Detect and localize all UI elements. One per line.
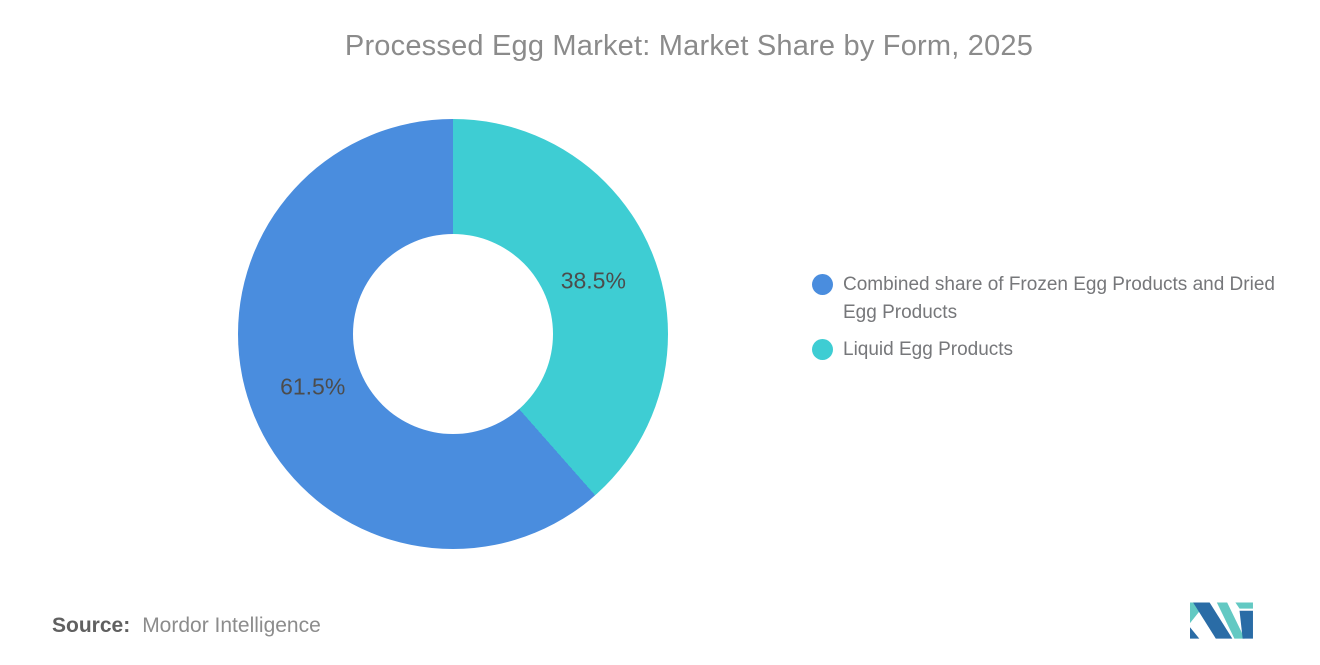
legend-marker-icon xyxy=(812,339,833,360)
legend-label: Combined share of Frozen Egg Products an… xyxy=(843,274,1275,323)
chart-title: Processed Egg Market: Market Share by Fo… xyxy=(344,30,1034,62)
source-value: Mordor Intelligence xyxy=(142,614,321,637)
logo-shape xyxy=(1239,610,1253,639)
source-label: Source: xyxy=(52,614,131,637)
logo-shape xyxy=(1193,602,1233,639)
logo-shape xyxy=(1190,627,1200,639)
mordor-intelligence-logo xyxy=(1190,602,1253,639)
slice-label: 38.5% xyxy=(560,267,626,294)
legend: Combined share of Frozen Egg Products an… xyxy=(812,271,1275,373)
logo-shape xyxy=(1216,602,1245,639)
source-line: Source: Mordor Intelligence xyxy=(52,614,321,638)
legend-item[interactable]: Liquid Egg Products xyxy=(812,336,1275,364)
legend-item[interactable]: Combined share of Frozen Egg Products an… xyxy=(812,271,1275,327)
donut-hole xyxy=(353,234,553,434)
logo-shape xyxy=(1235,602,1253,609)
donut-chart: 38.5% 61.5% xyxy=(238,119,668,549)
legend-label: Liquid Egg Products xyxy=(843,339,1014,360)
slice-label: 61.5% xyxy=(280,373,346,400)
legend-marker-icon xyxy=(812,274,833,295)
